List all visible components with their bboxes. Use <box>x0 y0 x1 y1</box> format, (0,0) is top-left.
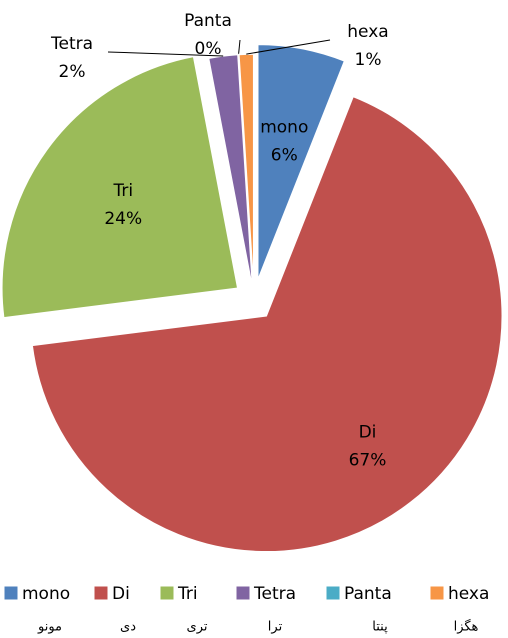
data-label-name: Tri <box>112 181 133 201</box>
data-label-value: 0% <box>195 39 222 59</box>
data-label-value: 6% <box>271 145 298 165</box>
legend-label: mono <box>22 584 70 604</box>
legend-label: Di <box>112 584 130 604</box>
data-label-value: 2% <box>59 62 86 82</box>
legend-translation: هگزا <box>454 619 479 635</box>
legend-translation: مونو <box>37 620 62 635</box>
legend-translation: تری <box>187 620 208 635</box>
data-label-value: 1% <box>355 50 382 70</box>
pie-slice <box>31 95 504 553</box>
leader-line <box>107 51 224 57</box>
legend-swatch <box>159 585 175 601</box>
data-label-name: Panta <box>184 11 232 31</box>
legend-swatch <box>429 585 445 601</box>
leader-line <box>246 39 331 55</box>
data-label-name: Tetra <box>50 34 93 54</box>
data-label-name: Di <box>359 422 377 442</box>
data-label-value: 24% <box>104 209 142 229</box>
legend-swatch <box>3 585 19 601</box>
pie-slice <box>1 55 239 319</box>
legend-label: hexa <box>448 584 489 604</box>
legend-swatch <box>325 585 341 601</box>
legend-label: Tri <box>177 584 198 604</box>
pie-slice <box>256 43 346 281</box>
data-label-value: 67% <box>349 450 387 470</box>
legend-swatch <box>93 585 109 601</box>
leader-line <box>238 39 241 55</box>
legend-translation: پنتا <box>372 620 388 635</box>
legend-swatch <box>235 585 251 601</box>
legend-label: Panta <box>344 584 392 604</box>
data-label-name: mono <box>260 117 308 137</box>
legend-translation: ترا <box>268 620 283 635</box>
data-label-name: hexa <box>347 22 388 42</box>
legend-translation: دی <box>120 620 136 635</box>
pie-slice <box>238 53 255 291</box>
legend-label: Tetra <box>253 584 296 604</box>
